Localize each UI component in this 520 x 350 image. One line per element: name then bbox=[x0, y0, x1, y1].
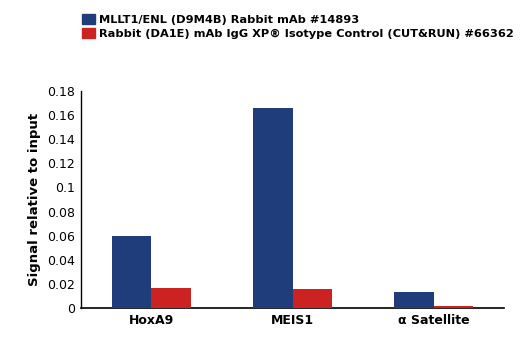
Bar bbox=[394, 292, 434, 308]
Bar bbox=[292, 289, 332, 308]
Y-axis label: Signal relative to input: Signal relative to input bbox=[29, 113, 42, 286]
Bar bbox=[434, 306, 473, 308]
Bar bbox=[112, 236, 151, 308]
Legend: MLLT1/ENL (D9M4B) Rabbit mAb #14893, Rabbit (DA1E) mAb IgG XP® Isotype Control (: MLLT1/ENL (D9M4B) Rabbit mAb #14893, Rab… bbox=[82, 14, 514, 39]
Bar bbox=[253, 108, 292, 308]
Bar bbox=[151, 287, 191, 308]
